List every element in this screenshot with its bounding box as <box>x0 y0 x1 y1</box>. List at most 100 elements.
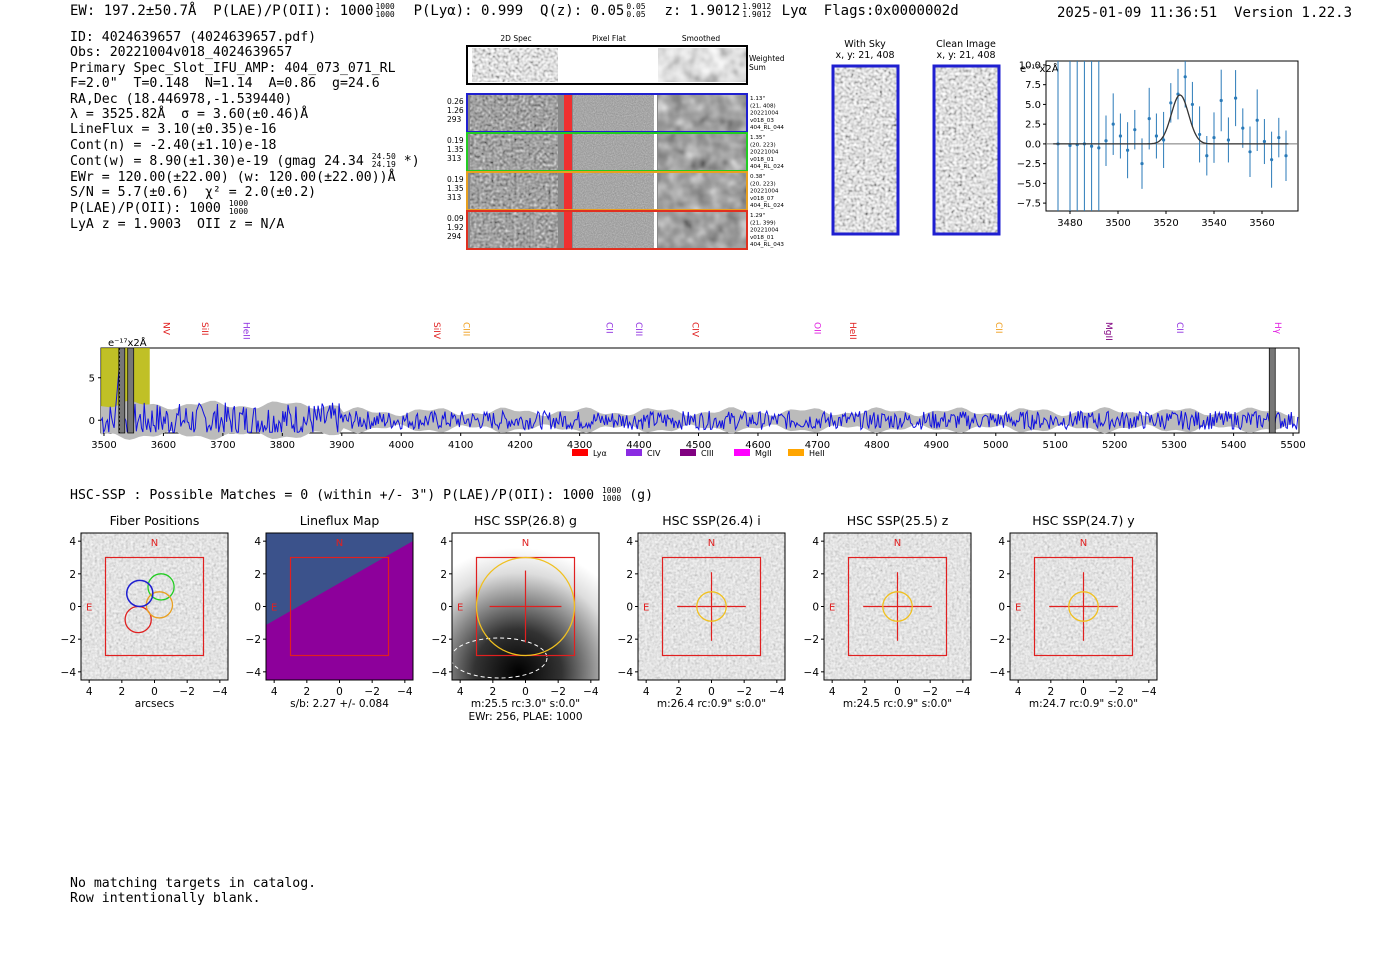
header-z-line: Lyα <box>781 3 807 19</box>
hsc-x-tick-label: 0 <box>894 686 901 698</box>
cutout-right-label: 404_RL_044 <box>750 125 784 131</box>
header-ew: EW: 197.2±50.7Å <box>70 3 197 19</box>
aperture-circle <box>475 556 576 657</box>
footer-line: Row intentionally blank. <box>70 891 261 907</box>
zoom-data-point <box>1162 138 1166 142</box>
weighted-sum-row: Weighted Sum <box>466 45 785 85</box>
spec-x-tick-label: 5400 <box>1221 440 1246 451</box>
line-fit-unit: e⁻¹⁷x2Å <box>1020 62 1059 75</box>
hsc-x-tick-label: −2 <box>179 686 194 698</box>
emission-line-label: CIV <box>690 322 700 338</box>
cutout-2d-spec <box>470 134 558 170</box>
cutout-smoothed <box>658 212 746 248</box>
cutout-right-label: v018_07 <box>750 196 774 202</box>
cutout-right-label: 20221004 <box>750 111 779 117</box>
clean-image <box>932 64 1001 236</box>
emission-line-label: HeII <box>241 322 251 340</box>
cutout-smoothed <box>658 173 746 209</box>
masked-region <box>118 347 126 434</box>
hsc-panel-xlabel: s/b: 2.27 +/- 0.084 <box>290 698 389 710</box>
hsc-panel-xlabel: arcsecs <box>135 698 174 710</box>
zoom-y-tick-label: 2.5 <box>1025 120 1041 131</box>
hsc-y-tick-label: −2 <box>246 634 261 646</box>
north-label: N <box>336 538 343 549</box>
hsc-x-tick-label: 0 <box>336 686 343 698</box>
info-plae: P(LAE)/P(OII): 1000 1000 1000 <box>70 199 249 217</box>
hsc-panel-xlabel: m:26.4 rc:0.9" s:0.0" <box>657 698 766 710</box>
hsc-x-tick-label: −4 <box>769 686 785 698</box>
cutout-right-label: (20, 223) <box>750 181 776 187</box>
hsc-panel: Lineflux Map N E 4 2 0 −2 −4 −4 −2 0 2 4 s/b: 2.27 +/… <box>246 513 414 710</box>
east-label: E <box>271 603 277 614</box>
hsc-x-tick-label: −2 <box>550 686 565 698</box>
spec-x-tick-label: 5500 <box>1280 440 1305 451</box>
hsc-y-tick-label: 2 <box>254 569 261 581</box>
detection-info: ID: 4024639657 (4024639657.pdf) Obs: 202… <box>70 30 420 232</box>
legend-swatch <box>788 449 804 456</box>
hsc-x-tick-label: 2 <box>675 686 682 698</box>
spec-x-tick-label: 4900 <box>924 440 949 451</box>
hsc-x-tick-label: 0 <box>1080 686 1087 698</box>
hsc-y-tick-label: 0 <box>812 602 819 614</box>
spec-x-tick-label: 3700 <box>210 440 235 451</box>
zoom-data-point <box>1154 134 1158 138</box>
zoom-y-tick-label: 10.0 <box>1019 60 1041 71</box>
cutout-panels: 2D Spec Pixel Flat Smoothed Weighted Sum… <box>447 34 1001 250</box>
masked-region <box>127 347 135 434</box>
hsc-y-tick-label: 4 <box>626 536 633 548</box>
zoom-data-point <box>1255 118 1259 122</box>
cutout-left-label: 0.19 <box>447 136 464 145</box>
header-version: Version 1.22.3 <box>1234 5 1353 21</box>
cutout-right-label: (21, 408) <box>750 103 776 109</box>
sum-label: Sum <box>749 63 766 72</box>
legend-swatch <box>734 449 750 456</box>
hsc-panel-xlabel2: EWr: 256, PLAE: 1000 <box>468 711 582 723</box>
zoom-data-point <box>1133 128 1137 132</box>
hsc-y-tick-label: 0 <box>69 602 76 614</box>
zoom-data-point <box>1262 139 1266 144</box>
zoom-data-point <box>1190 102 1194 107</box>
cutout-right-label: 1.35" <box>750 135 765 141</box>
zoom-data-point <box>1241 126 1245 130</box>
legend-label: Lyα <box>593 449 607 458</box>
hsc-y-tick-label: −2 <box>804 634 819 646</box>
info-line: S/N = 5.7(±0.6) χ² = 2.0(±0.2) <box>70 185 317 201</box>
header-z-frac: 1.9012 1.9012 <box>742 2 772 19</box>
cutout-left-label: 313 <box>447 193 462 202</box>
clean-image-coords: x, y: 21, 408 <box>936 50 995 61</box>
header-timestamp: 2025-01-09 11:36:51 Version 1.22.3 <box>1057 5 1352 21</box>
hsc-panel-title: HSC SSP(24.7) y <box>1032 513 1135 528</box>
header-plae-frac: 1000 1000 <box>375 2 395 19</box>
hsc-y-tick-label: 2 <box>626 569 633 581</box>
legend-label: CIII <box>701 449 714 458</box>
zoom-y-tick-label: 5.0 <box>1025 100 1041 111</box>
hsc-x-tick-label: 4 <box>457 686 464 698</box>
north-label: N <box>708 538 715 549</box>
hsc-y-tick-label: −4 <box>804 667 820 679</box>
spectrum-error-envelope <box>101 400 1295 440</box>
legend-label: MgII <box>755 449 772 458</box>
hsc-panel-title: HSC SSP(26.8) g <box>474 513 577 528</box>
cutout-smoothed <box>658 134 746 170</box>
emission-line-label: NV <box>160 322 170 336</box>
emission-line-label: HeII <box>847 322 857 340</box>
zoom-data-point <box>1147 117 1151 121</box>
cutout-right-label: 1.29" <box>750 213 765 219</box>
g-band-aperture-ellipse <box>450 637 548 679</box>
full-spectrum-unit: e⁻¹⁷x2Å <box>108 336 147 349</box>
hsc-x-tick-label: 2 <box>1047 686 1054 698</box>
info-line: RA,Dec (18.446978,-1.539440) <box>70 91 293 107</box>
info-line: Obs: 20221004v018_4024639657 <box>70 45 293 61</box>
emission-line-label: CII <box>993 322 1003 334</box>
aperture-circle <box>882 591 913 622</box>
cutout-2d-spec <box>470 212 558 248</box>
hsc-x-tick-label: 4 <box>86 686 93 698</box>
zoom-data-point <box>1111 122 1115 126</box>
hsc-y-tick-label: −4 <box>432 667 448 679</box>
cutout-right-label: v018_01 <box>750 235 774 241</box>
spec-x-tick-label: 3600 <box>151 440 176 451</box>
emission-line-label: MgII <box>1103 322 1113 341</box>
spec-x-tick-label: 4800 <box>864 440 889 451</box>
col-title-2d-spec: 2D Spec <box>500 34 531 43</box>
cutout-right-label: 404_RL_043 <box>750 242 784 248</box>
